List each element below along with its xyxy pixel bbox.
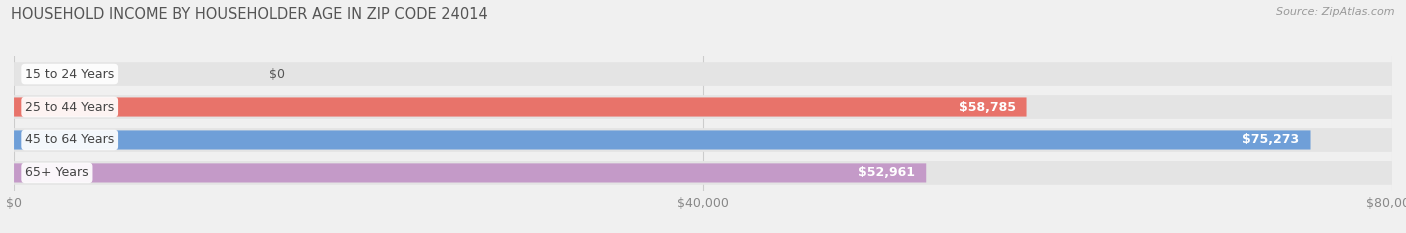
Text: $75,273: $75,273 [1243,134,1299,147]
Text: 45 to 64 Years: 45 to 64 Years [25,134,114,147]
Text: $58,785: $58,785 [959,100,1015,113]
Text: 15 to 24 Years: 15 to 24 Years [25,68,114,81]
FancyBboxPatch shape [14,128,1392,152]
FancyBboxPatch shape [14,130,1310,150]
Text: 65+ Years: 65+ Years [25,166,89,179]
FancyBboxPatch shape [14,163,927,182]
Text: $0: $0 [269,68,285,81]
Text: HOUSEHOLD INCOME BY HOUSEHOLDER AGE IN ZIP CODE 24014: HOUSEHOLD INCOME BY HOUSEHOLDER AGE IN Z… [11,7,488,22]
Text: 25 to 44 Years: 25 to 44 Years [25,100,114,113]
FancyBboxPatch shape [14,95,1392,119]
FancyBboxPatch shape [14,161,1392,185]
FancyBboxPatch shape [14,62,1392,86]
Text: Source: ZipAtlas.com: Source: ZipAtlas.com [1277,7,1395,17]
FancyBboxPatch shape [14,97,1026,116]
Text: $52,961: $52,961 [858,166,915,179]
